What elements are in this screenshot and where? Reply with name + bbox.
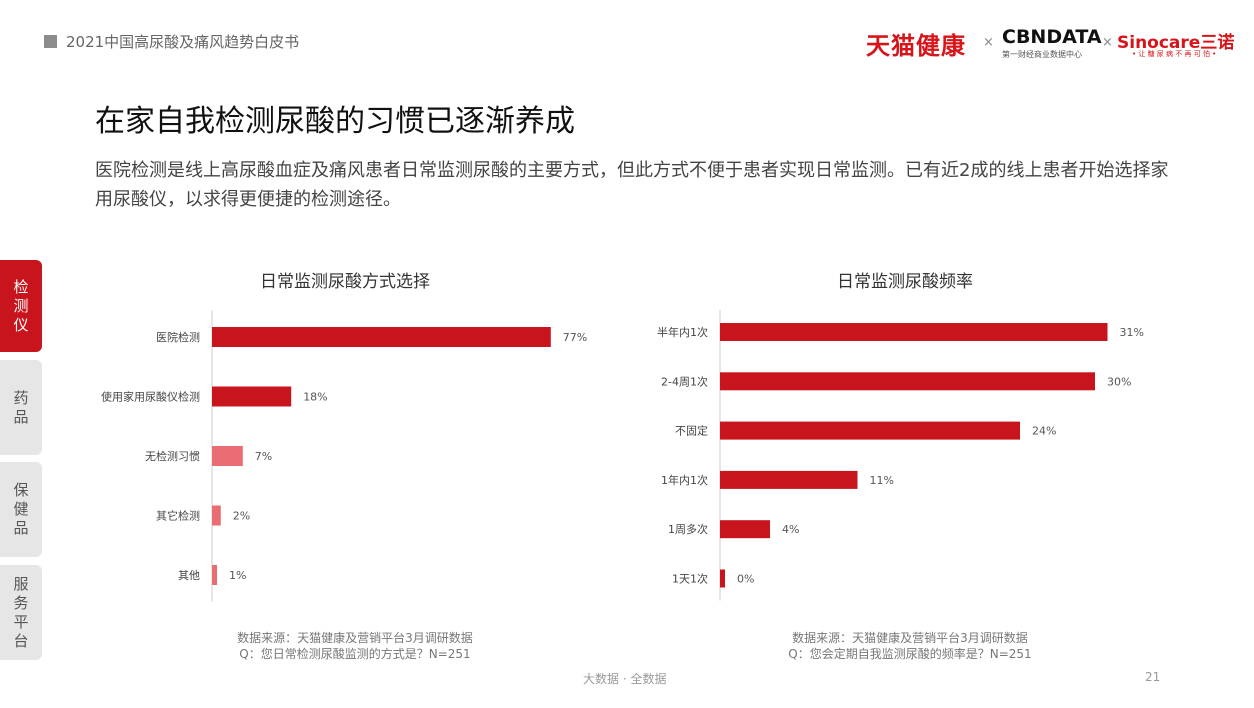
chart-2-title: 日常监测尿酸频率	[837, 272, 973, 292]
chart-1-category-label: 医院检测	[156, 330, 200, 344]
chart-1-note-line-2: Q：您日常检测尿酸监测的方式是？N=251	[239, 647, 471, 661]
logo-separator: ×	[983, 35, 994, 50]
report-title: 2021中国高尿酸及痛风趋势白皮书	[66, 33, 300, 51]
chart-2-category-label: 1年内1次	[661, 473, 708, 487]
chart-2-bar	[720, 569, 725, 588]
sinocare-logo: Sinocare三诺	[1117, 33, 1235, 53]
chart-2-bar	[720, 520, 770, 539]
chart-2-bar	[720, 421, 1020, 440]
page-number: 21	[1145, 670, 1161, 684]
page-title: 在家自我检测尿酸的习惯已逐渐养成	[95, 104, 575, 139]
chart-2-category-label: 2-4周1次	[661, 374, 708, 388]
chart-1-bar	[212, 565, 217, 585]
chart-1-category-label: 其他	[178, 569, 200, 582]
chart-1-data-label: 77%	[563, 331, 587, 344]
page-subtitle: 医院检测是线上高尿酸血症及痛风患者日常监测尿酸的主要方式，但此方式不便于患者实现…	[95, 160, 1169, 210]
sidebar-tab-label: 药品	[13, 388, 29, 426]
tmall-health-logo: 天猫健康	[866, 32, 966, 60]
chart-2-bar	[720, 372, 1095, 391]
chart-1-category-label: 使用家用尿酸仪检测	[101, 390, 200, 404]
partner-logos: 天猫健康 × CBNDATA 第一财经商业数据中心 × Sinocare三诺 •…	[866, 24, 1236, 64]
chart-2-data-label: 24%	[1032, 425, 1056, 438]
chart-2-note-line-1: 数据来源：天猫健康及营销平台3月调研数据	[792, 631, 1028, 645]
chart-2-note-line-2: Q：您会定期自我监测尿酸的频率是？N=251	[788, 647, 1032, 661]
chart-2-category-label: 半年内1次	[657, 325, 708, 339]
chart-2-category-label: 1周多次	[668, 522, 708, 536]
logo-separator: ×	[1102, 35, 1113, 50]
chart-1-note: 数据来源：天猫健康及营销平台3月调研数据 Q：您日常检测尿酸监测的方式是？N=2…	[190, 630, 520, 662]
footer-source: 大数据 · 全数据	[583, 672, 667, 686]
sinocare-logo-slogan: • 让 糖 尿 病 不 再 可 怕 •	[1132, 50, 1217, 58]
chart-1-bar	[212, 446, 243, 466]
chart-2-category-label: 1天1次	[672, 572, 708, 586]
chart-2-data-label: 30%	[1107, 375, 1131, 388]
header-marker	[44, 35, 57, 48]
chart-1-data-label: 1%	[229, 569, 246, 582]
chart-2-bar	[720, 323, 1108, 341]
chart-2-category-label: 不固定	[675, 424, 708, 438]
chart-2-data-label: 4%	[782, 523, 799, 536]
sidebar-tab-service-platform[interactable]: 服务平台	[0, 565, 42, 660]
chart-1-category-label: 其它检测	[156, 509, 200, 523]
sidebar-tab-detector[interactable]: 检测仪	[0, 260, 42, 352]
chart-2-note: 数据来源：天猫健康及营销平台3月调研数据 Q：您会定期自我监测尿酸的频率是？N=…	[745, 630, 1075, 662]
chart-1-note-line-1: 数据来源：天猫健康及营销平台3月调研数据	[237, 631, 473, 645]
chart-2-data-label: 11%	[870, 474, 894, 487]
chart-2-data-label: 0%	[737, 573, 754, 586]
sidebar-tab-medicine[interactable]: 药品	[0, 360, 42, 455]
chart-1-bar	[212, 327, 551, 347]
chart-2-data-label: 31%	[1120, 326, 1144, 339]
cbndata-logo-subtitle: 第一财经商业数据中心	[1002, 50, 1082, 59]
chart-1-category-label: 无检测习惯	[145, 449, 200, 463]
chart-1-bar	[212, 505, 221, 526]
sidebar-tab-label: 保健品	[13, 481, 29, 537]
sidebar-tab-label: 服务平台	[13, 574, 29, 650]
sidebar-tab-label: 检测仪	[13, 277, 29, 334]
cbndata-logo: CBNDATA	[1002, 26, 1102, 48]
sidebar-tab-supplements[interactable]: 保健品	[0, 462, 42, 557]
chart-1-data-label: 18%	[303, 391, 327, 404]
chart-1-title: 日常监测尿酸方式选择	[260, 272, 430, 292]
chart-2-bar	[720, 470, 858, 489]
chart-1-data-label: 7%	[255, 450, 272, 463]
chart-1-data-label: 2%	[233, 510, 250, 523]
chart-1-bar	[212, 386, 292, 407]
